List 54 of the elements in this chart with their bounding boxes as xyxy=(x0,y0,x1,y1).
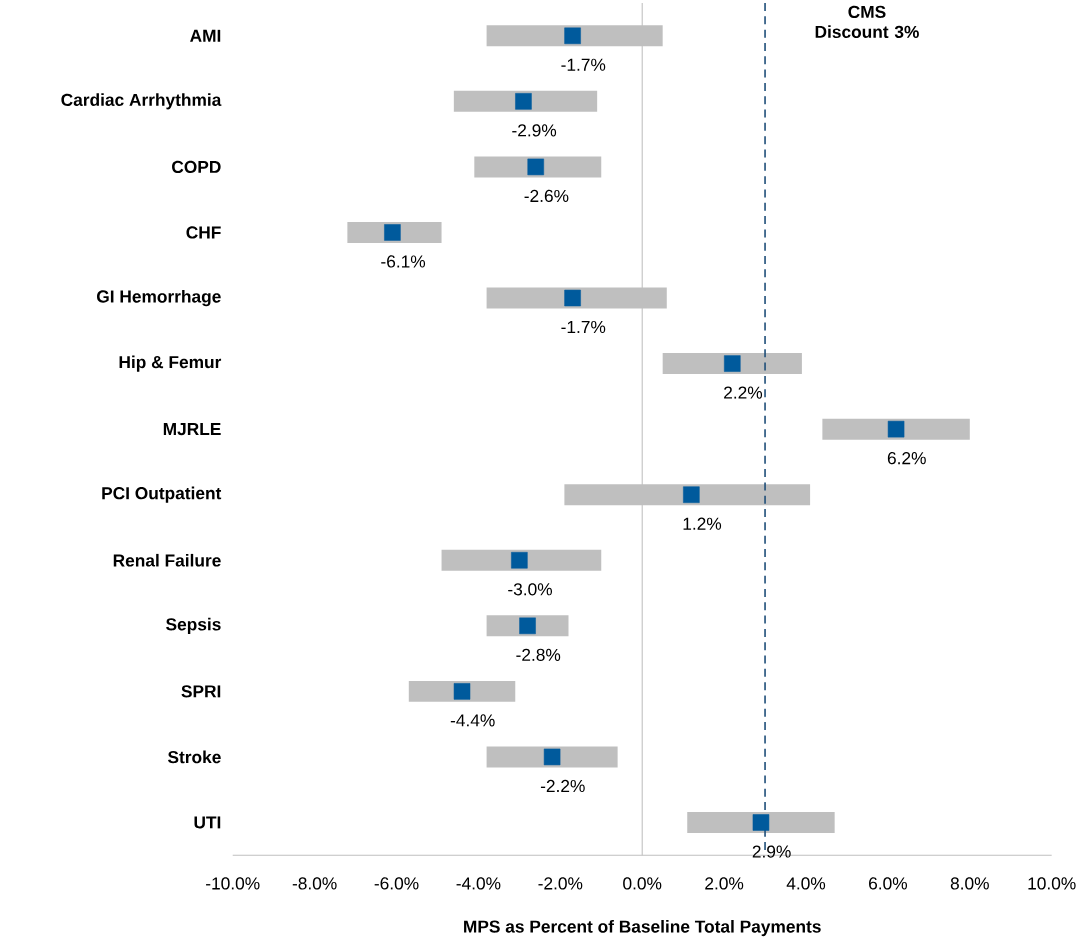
y-tick-label: UTI xyxy=(194,816,221,829)
y-tick-label: AMI xyxy=(190,29,221,42)
data-label: -3.0% xyxy=(508,583,553,596)
data-label: -2.6% xyxy=(524,189,569,203)
x-tick-label: 10.0% xyxy=(1028,877,1076,890)
x-tick-label: -6.0% xyxy=(374,877,419,890)
data-label: 2.9% xyxy=(752,845,791,858)
x-tick-label: 2.0% xyxy=(705,877,744,890)
x-tick-label: -10.0% xyxy=(206,877,260,890)
data-label: 2.2% xyxy=(724,386,763,399)
point xyxy=(384,224,401,241)
y-tick-label: Stroke xyxy=(167,750,221,764)
point xyxy=(519,617,536,635)
data-label: 1.2% xyxy=(683,517,722,530)
x-tick-label: 6.0% xyxy=(869,877,908,890)
data-label: -4.4% xyxy=(450,714,495,727)
y-tick-label: Cardiac Arrhythmia xyxy=(61,93,222,110)
y-tick-label: Renal Failure xyxy=(113,553,221,567)
data-label: 6.2% xyxy=(887,452,926,465)
y-tick-label: SPRI xyxy=(181,685,221,698)
x-tick-label: 8.0% xyxy=(950,877,989,890)
point xyxy=(683,486,700,504)
x-tick-label: -2.0% xyxy=(538,877,583,890)
y-tick-label: Sepsis xyxy=(166,617,221,634)
point xyxy=(543,748,561,766)
x-axis-title: MPS as Percent of Baseline Total Payments xyxy=(464,920,821,937)
bar xyxy=(687,812,835,834)
y-tick-label: MJRLE xyxy=(163,423,221,436)
y-tick-label: GI Hemorrhage xyxy=(97,289,221,307)
y-tick-label: Hip & Femur xyxy=(119,355,222,372)
data-label: -2.9% xyxy=(512,124,557,137)
point xyxy=(515,93,532,110)
point xyxy=(511,552,528,569)
y-tick-label: CHF xyxy=(186,226,221,239)
data-label: -1.7% xyxy=(561,320,606,334)
point xyxy=(752,814,770,831)
x-tick-label: 0.0% xyxy=(623,877,662,890)
x-tick-label: -4.0% xyxy=(456,877,501,890)
data-label: -1.7% xyxy=(561,58,606,71)
data-label: -2.2% xyxy=(540,779,585,793)
point xyxy=(564,27,581,45)
y-tick-label: PCI Outpatient xyxy=(102,486,222,503)
bar xyxy=(822,418,970,440)
x-tick-label: -8.0% xyxy=(292,877,337,890)
data-label: -6.1% xyxy=(381,255,426,268)
point xyxy=(724,355,741,372)
point xyxy=(453,683,471,700)
point xyxy=(527,158,544,176)
point xyxy=(887,420,905,438)
point xyxy=(564,289,581,307)
y-tick-label: COPD xyxy=(172,160,221,174)
data-label: -2.8% xyxy=(516,648,561,662)
x-tick-label: 4.0% xyxy=(786,877,826,890)
ref-line-label: CMS Discount 3% xyxy=(815,5,919,39)
